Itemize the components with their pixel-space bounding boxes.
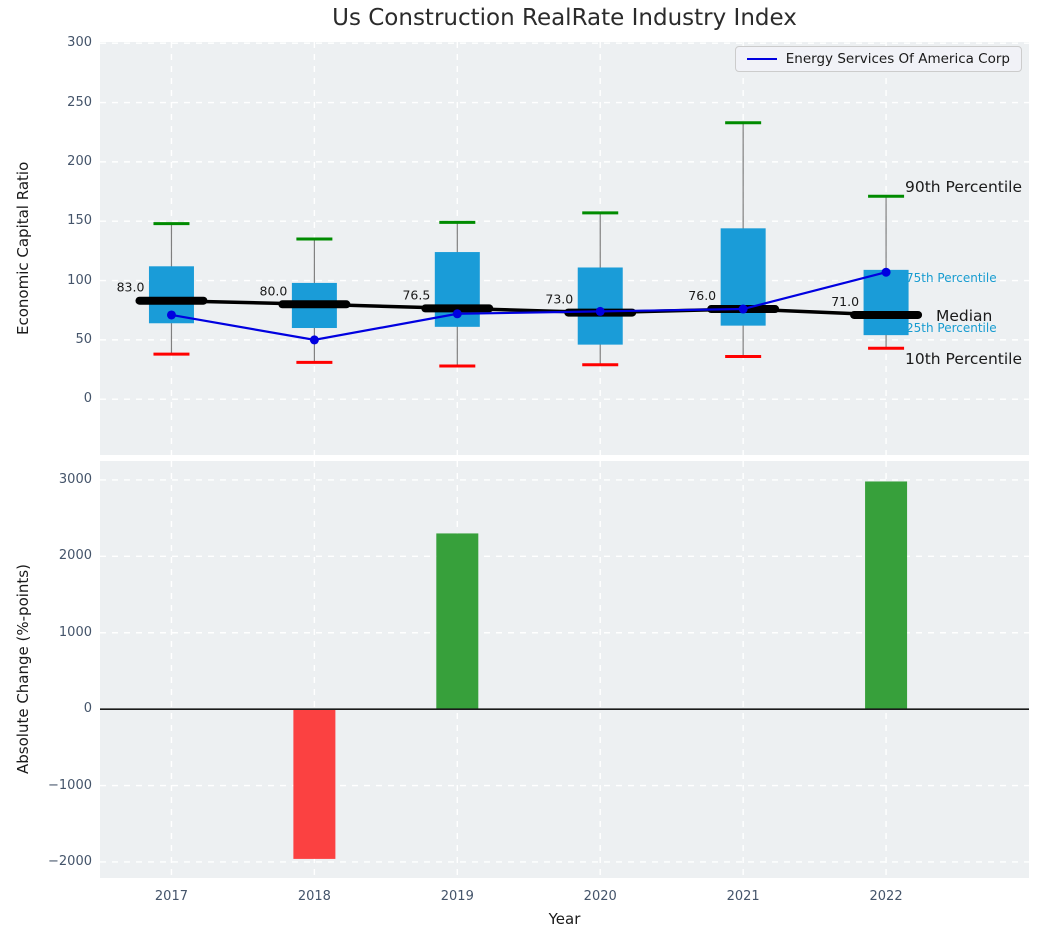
x-tick-label: 2019	[440, 889, 474, 904]
annotation-median: Median	[936, 306, 993, 325]
x-tick-label: 2021	[726, 889, 760, 904]
box-plot-canvas: 83.0 80.0 76.5 73.0 76.0 71.0	[100, 42, 1029, 455]
y-tick-label: 150	[67, 213, 92, 229]
median-value-label: 83.0	[117, 280, 145, 295]
legend: Energy Services Of America Corp	[734, 46, 1022, 72]
x-tick-label: 2017	[154, 889, 188, 904]
y-tick-label: 300	[67, 35, 92, 51]
y-tick-label: 0	[83, 391, 92, 407]
median-value-label: 73.0	[545, 292, 573, 307]
change-bar	[865, 481, 908, 710]
x-tick-label: 2022	[869, 889, 903, 904]
company-marker	[452, 309, 462, 319]
y-tick-label: 50	[75, 331, 92, 347]
x-axis-label: Year	[548, 910, 581, 928]
y-tick-label: 100	[67, 272, 92, 288]
change-bar	[293, 709, 336, 859]
chart-title: Us Construction RealRate Industry Index	[332, 5, 797, 31]
median-value-label: 76.5	[402, 287, 430, 302]
x-tick-label: 2020	[583, 889, 617, 904]
y-tick-label: 3000	[58, 471, 92, 487]
annotation-25th-percentile: 25th Percentile	[906, 321, 997, 335]
company-marker	[881, 267, 891, 277]
annotation-90th-percentile: 90th Percentile	[905, 177, 1023, 196]
annotation-10th-percentile: 10th Percentile	[905, 349, 1023, 368]
bar-panel	[100, 461, 1029, 878]
iqr-box	[863, 269, 909, 336]
company-line	[171, 271, 887, 341]
y-axis-label-top: Economic Capital Ratio	[14, 161, 32, 336]
box-plot-panel: 83.0 80.0 76.5 73.0 76.0 71.0 90th Percentile…	[100, 42, 1029, 455]
y-tick-label: 1000	[58, 624, 92, 640]
median-value-label: 76.0	[688, 288, 716, 303]
company-marker	[595, 306, 605, 316]
y-tick-label: 200	[67, 153, 92, 169]
company-marker	[166, 310, 176, 320]
annotation-75th-percentile: 75th Percentile	[906, 271, 997, 286]
company-marker	[309, 335, 319, 345]
y-tick-label: 0	[83, 701, 92, 717]
change-bar	[436, 533, 479, 710]
legend-line-sample	[746, 58, 777, 60]
median-value-label: 80.0	[260, 283, 288, 298]
y-tick-label: 250	[67, 94, 92, 110]
legend-label: Energy Services Of America Corp	[785, 51, 1010, 67]
y-tick-label: 2000	[58, 548, 92, 564]
company-marker	[738, 304, 748, 314]
median-value-label: 71.0	[831, 294, 859, 309]
bar-canvas	[100, 461, 1029, 878]
y-tick-label: −2000	[48, 853, 92, 869]
x-tick-label: 2018	[297, 889, 331, 904]
iqr-box	[577, 267, 623, 345]
y-axis-label-bottom: Absolute Change (%-points)	[14, 564, 32, 775]
y-tick-label: −1000	[48, 777, 92, 793]
